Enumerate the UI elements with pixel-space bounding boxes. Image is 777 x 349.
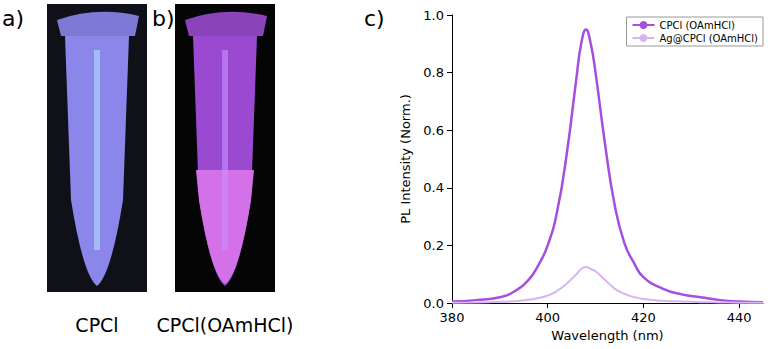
svg-text:CPCl (OAmHCl): CPCl (OAmHCl) — [659, 20, 734, 31]
svg-text:CPCl: CPCl — [75, 314, 118, 336]
svg-text:Ag@CPCl (OAmHCl): Ag@CPCl (OAmHCl) — [659, 33, 758, 44]
svg-text:0.2: 0.2 — [423, 238, 444, 253]
svg-text:Wavelength (nm): Wavelength (nm) — [551, 328, 663, 343]
svg-text:0.8: 0.8 — [423, 65, 444, 80]
html-text:c): c) — [364, 6, 385, 31]
svg-text:420: 420 — [631, 310, 656, 325]
svg-text:0.4: 0.4 — [423, 180, 444, 195]
svg-text:1.0: 1.0 — [423, 8, 444, 23]
svg-text:0.0: 0.0 — [423, 296, 444, 311]
html-text:b): b) — [152, 6, 175, 31]
html-text:a): a) — [2, 6, 25, 31]
svg-text:400: 400 — [535, 310, 560, 325]
svg-text:PL Intensity (Norm.): PL Intensity (Norm.) — [398, 94, 413, 224]
svg-text:380: 380 — [440, 310, 465, 325]
svg-text:440: 440 — [727, 310, 752, 325]
svg-text:CPCl(OAmHCl): CPCl(OAmHCl) — [156, 314, 293, 336]
svg-text:0.6: 0.6 — [423, 123, 444, 138]
